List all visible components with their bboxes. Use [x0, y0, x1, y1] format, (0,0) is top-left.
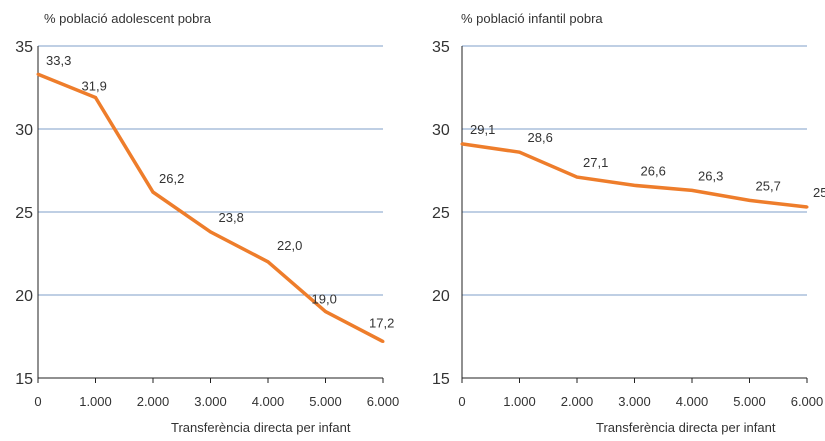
data-point: [633, 183, 636, 187]
x-tick-label: 2.000: [561, 394, 594, 409]
x-tick-label: 3.000: [618, 394, 651, 409]
x-tick-label: 4.000: [252, 394, 285, 409]
series-line: [461, 142, 808, 209]
data-label: 27,1: [583, 155, 608, 170]
x-tick-label: 6.000: [791, 394, 824, 409]
data-label: 29,1: [470, 122, 495, 137]
x-tick-label: 3.000: [194, 394, 227, 409]
data-point: [266, 260, 270, 264]
chart-panel-1: % població adolescent pobra 15 20 25 30 35 0 1.…: [15, 11, 399, 435]
data-point: [94, 95, 97, 99]
x-tick-label: 1.000: [503, 394, 536, 409]
chart-panel-2: % població infantil pobra 15 20 25 30 35 0 1.00…: [432, 11, 825, 435]
data-label: 22,0: [277, 238, 302, 253]
data-point: [575, 175, 579, 179]
data-point: [460, 142, 464, 146]
data-point: [690, 188, 694, 192]
data-label: 17,2: [369, 315, 394, 330]
y-tick-label: 20: [15, 288, 33, 305]
x-tick-label: 5.000: [733, 394, 766, 409]
x-axis-title: Transferència directa per infant: [171, 420, 351, 435]
y-tick-label: 35: [432, 39, 450, 56]
y-tick-label: 35: [15, 39, 33, 56]
data-label: 26,3: [698, 168, 723, 183]
data-label: 25,3: [813, 185, 825, 200]
y-axis-title: % població adolescent pobra: [44, 11, 212, 26]
data-label: 25,7: [756, 178, 781, 193]
data-label: 19,0: [312, 292, 337, 307]
data-label: 33,3: [46, 53, 71, 68]
data-point: [36, 72, 40, 76]
data-point: [151, 190, 155, 194]
y-tick-label: 15: [15, 371, 33, 388]
x-tick-label: 4.000: [676, 394, 709, 409]
x-tick-label: 1.000: [79, 394, 112, 409]
data-point: [209, 230, 212, 234]
data-label: 26,6: [641, 163, 666, 178]
data-point: [518, 150, 521, 154]
y-tick-label: 30: [15, 122, 33, 139]
y-tick-label: 15: [432, 371, 450, 388]
data-label: 23,8: [219, 210, 244, 225]
x-tick-label: 6.000: [367, 394, 400, 409]
data-label: 31,9: [82, 78, 107, 93]
y-axis-title: % població infantil pobra: [461, 11, 603, 26]
y-tick-label: 20: [432, 288, 450, 305]
data-label: 26,2: [159, 171, 184, 186]
data-point: [381, 339, 385, 343]
data-point: [748, 198, 751, 202]
data-point: [324, 310, 327, 314]
x-axis-title: Transferència directa per infant: [596, 420, 776, 435]
data-point: [805, 205, 809, 209]
x-tick-label: 0: [34, 394, 41, 409]
x-tick-label: 5.000: [309, 394, 342, 409]
y-tick-label: 25: [15, 205, 33, 222]
y-tick-label: 25: [432, 205, 450, 222]
data-label: 28,6: [528, 130, 553, 145]
y-tick-label: 30: [432, 122, 450, 139]
x-tick-label: 0: [458, 394, 465, 409]
x-tick-label: 2.000: [137, 394, 170, 409]
